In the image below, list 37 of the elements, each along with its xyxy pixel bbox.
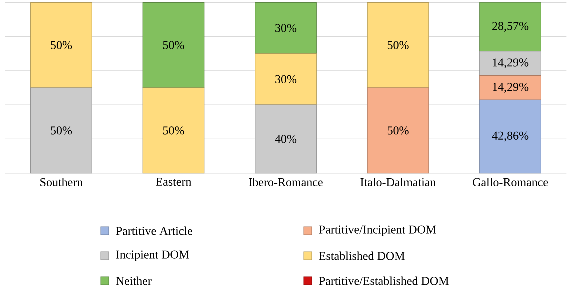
data-label: 50% [388, 41, 409, 50]
bar [255, 104, 317, 174]
bar [480, 100, 542, 174]
data-label: 50% [163, 126, 184, 135]
legend-label: Partitive/Incipient DOM [319, 226, 436, 236]
legend-label: Partitive Article [116, 226, 193, 236]
data-label: 28,57% [492, 22, 529, 32]
data-label: 50% [51, 41, 72, 50]
bar [30, 2, 92, 88]
data-label: 30% [276, 75, 297, 84]
legend-label: Neither [116, 276, 152, 286]
bar [255, 54, 317, 106]
legend-label: Partitive/Established DOM [319, 276, 449, 286]
bar [142, 2, 205, 88]
x-tick-label: Ibero-Romance [249, 178, 323, 186]
legend-label: Established DOM [319, 252, 405, 260]
data-label: 14,29% [493, 83, 529, 93]
data-label: 50% [51, 126, 72, 135]
x-tick-label: Southern [40, 178, 83, 186]
bar [480, 51, 542, 76]
bar [367, 88, 430, 174]
data-label: 50% [388, 126, 409, 135]
legend-label: Incipient DOM [116, 250, 190, 262]
x-tick-label: Eastern [156, 178, 192, 186]
x-tick-label: Italo-Dalmatian [360, 178, 436, 186]
bar [30, 88, 92, 174]
bar [255, 2, 317, 54]
data-label: 14,29% [493, 58, 529, 69]
x-tick-label: Gallo-Romance [473, 178, 548, 186]
data-label: 50% [163, 41, 184, 50]
bar [480, 2, 542, 52]
data-label: 42,86% [492, 132, 529, 142]
data-label: 30% [276, 24, 297, 32]
data-label: 40% [275, 135, 297, 144]
bar [367, 2, 430, 88]
bar [480, 76, 542, 100]
bar [142, 88, 205, 174]
